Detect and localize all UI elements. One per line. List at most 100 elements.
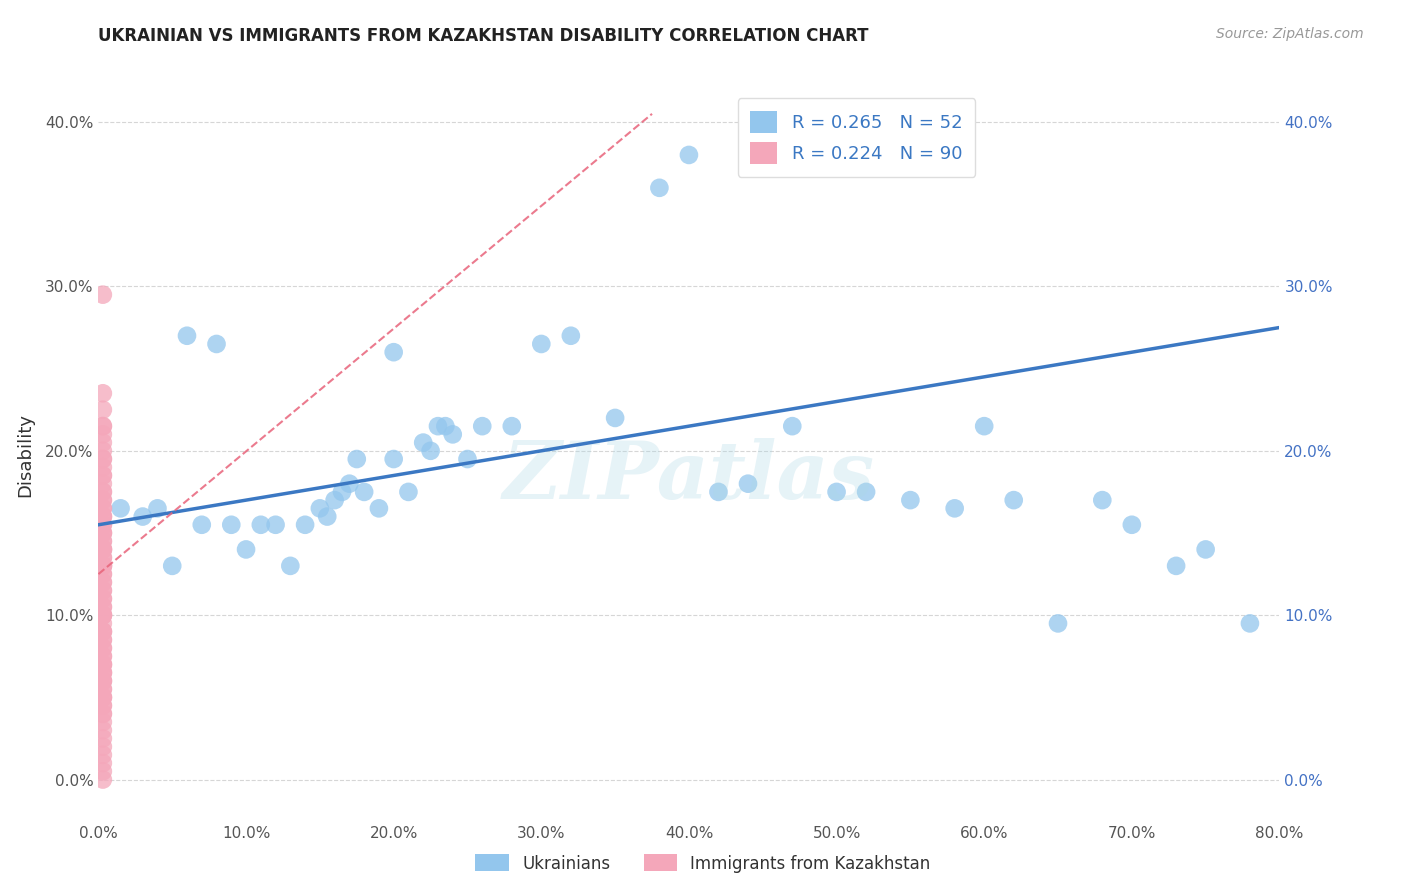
Point [91, 526, 114, 541]
Point [91, 608, 114, 623]
Point [560, 328, 582, 343]
Point [91, 419, 114, 434]
Point [264, 517, 287, 532]
Point [91, 739, 114, 754]
Point [91, 599, 114, 614]
Point [91, 402, 114, 417]
Point [471, 419, 494, 434]
Point [91, 517, 114, 532]
Point [323, 493, 346, 508]
Point [1002, 493, 1025, 508]
Point [278, 558, 302, 573]
Point [707, 484, 730, 499]
Point [250, 517, 273, 532]
Point [91, 698, 114, 713]
Point [91, 484, 114, 499]
Point [91, 673, 114, 688]
Point [91, 550, 114, 565]
Point [91, 567, 114, 582]
Point [176, 328, 198, 343]
Point [382, 452, 405, 467]
Point [91, 550, 114, 565]
Point [900, 493, 922, 508]
Point [91, 608, 114, 623]
Point [1046, 616, 1069, 631]
Point [91, 443, 114, 458]
Point [825, 484, 848, 499]
Point [501, 419, 523, 434]
Point [91, 706, 114, 721]
Point [91, 575, 114, 590]
Point [368, 501, 391, 516]
Point [91, 583, 114, 598]
Point [91, 723, 114, 738]
Point [91, 657, 114, 672]
Point [91, 690, 114, 705]
Point [339, 476, 360, 491]
Point [110, 501, 132, 516]
Point [91, 452, 114, 467]
Point [91, 509, 114, 524]
Point [91, 641, 114, 656]
Point [855, 484, 877, 499]
Point [91, 682, 114, 697]
Point [91, 558, 114, 573]
Point [91, 493, 114, 508]
Point [678, 148, 700, 162]
Point [91, 649, 114, 664]
Point [91, 509, 114, 524]
Point [91, 452, 114, 467]
Point [382, 345, 405, 359]
Point [91, 575, 114, 590]
Point [205, 337, 228, 351]
Point [91, 493, 114, 508]
Point [91, 690, 114, 705]
Text: ZIPatlas: ZIPatlas [503, 438, 875, 516]
Point [162, 558, 183, 573]
Point [91, 591, 114, 606]
Point [91, 665, 114, 680]
Point [91, 599, 114, 614]
Point [91, 435, 114, 450]
Legend: R = 0.265   N = 52, R = 0.224   N = 90: R = 0.265 N = 52, R = 0.224 N = 90 [738, 98, 976, 177]
Point [91, 665, 114, 680]
Point [91, 427, 114, 442]
Point [191, 517, 214, 532]
Point [91, 558, 114, 573]
Point [91, 641, 114, 656]
Point [1195, 542, 1218, 557]
Point [91, 608, 114, 623]
Point [1091, 493, 1114, 508]
Point [419, 443, 441, 458]
Point [91, 460, 114, 475]
Point [91, 591, 114, 606]
Point [91, 534, 114, 549]
Point [91, 764, 114, 779]
Point [316, 509, 339, 524]
Point [605, 411, 627, 425]
Point [91, 542, 114, 557]
Point [91, 698, 114, 713]
Point [456, 452, 478, 467]
Point [346, 452, 368, 467]
Point [91, 747, 114, 762]
Point [91, 476, 114, 491]
Point [91, 624, 114, 639]
Point [91, 468, 114, 483]
Point [91, 682, 114, 697]
Point [91, 616, 114, 631]
Point [330, 484, 353, 499]
Legend: Ukrainians, Immigrants from Kazakhstan: Ukrainians, Immigrants from Kazakhstan [468, 847, 938, 880]
Text: UKRAINIAN VS IMMIGRANTS FROM KAZAKHSTAN DISABILITY CORRELATION CHART: UKRAINIAN VS IMMIGRANTS FROM KAZAKHSTAN … [98, 27, 869, 45]
Point [235, 542, 257, 557]
Point [146, 501, 169, 516]
Point [441, 427, 464, 442]
Point [91, 632, 114, 647]
Point [219, 517, 242, 532]
Point [91, 517, 114, 532]
Point [91, 772, 114, 787]
Text: Source: ZipAtlas.com: Source: ZipAtlas.com [1216, 27, 1364, 41]
Point [91, 731, 114, 746]
Point [91, 673, 114, 688]
Point [91, 608, 114, 623]
